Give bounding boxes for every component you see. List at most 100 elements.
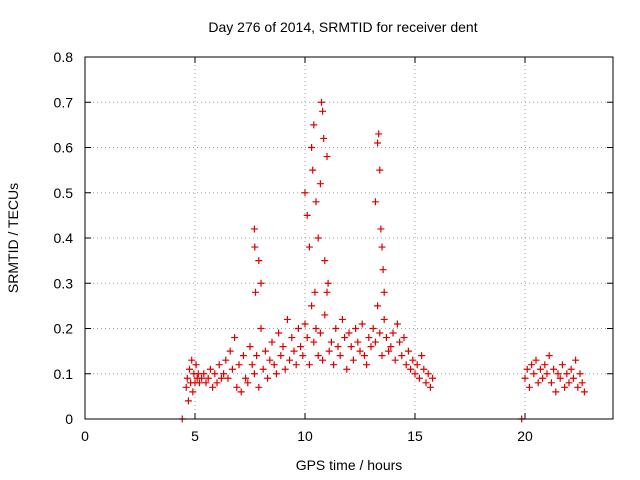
y-tick-label: 0 bbox=[65, 411, 73, 427]
data-point bbox=[250, 370, 258, 378]
y-tick-label: 0.6 bbox=[54, 140, 74, 156]
data-point bbox=[323, 153, 331, 161]
data-point bbox=[192, 361, 200, 369]
data-point bbox=[552, 388, 560, 396]
data-point bbox=[343, 365, 351, 373]
data-point bbox=[251, 243, 259, 251]
data-point bbox=[312, 325, 320, 332]
data-point bbox=[264, 374, 272, 382]
data-point bbox=[567, 365, 575, 373]
data-point bbox=[330, 361, 338, 369]
data-point bbox=[286, 356, 294, 364]
data-point bbox=[374, 302, 382, 310]
data-point bbox=[528, 361, 536, 369]
data-point bbox=[576, 370, 584, 378]
data-point bbox=[308, 302, 316, 310]
data-point bbox=[314, 234, 322, 242]
data-point bbox=[294, 325, 302, 332]
data-point bbox=[217, 374, 225, 382]
data-point bbox=[235, 361, 243, 369]
data-point bbox=[379, 266, 387, 274]
data-point bbox=[310, 121, 318, 129]
data-point bbox=[378, 352, 386, 360]
data-point bbox=[569, 374, 577, 382]
grid bbox=[85, 57, 613, 419]
data-point bbox=[356, 347, 364, 355]
data-point bbox=[182, 383, 190, 391]
data-point bbox=[248, 361, 256, 369]
data-point bbox=[375, 130, 383, 138]
x-tick-label: 20 bbox=[517, 428, 533, 444]
data-point bbox=[281, 365, 289, 373]
data-point bbox=[189, 388, 197, 396]
data-point bbox=[195, 379, 203, 387]
data-point bbox=[534, 379, 542, 387]
data-point bbox=[409, 356, 417, 364]
data-point bbox=[319, 356, 327, 364]
data-point bbox=[266, 356, 274, 364]
data-point bbox=[561, 383, 569, 391]
data-point bbox=[396, 338, 404, 346]
data-point bbox=[228, 365, 236, 373]
data-point bbox=[224, 374, 232, 382]
data-point bbox=[341, 334, 349, 342]
data-point bbox=[292, 361, 300, 369]
data-point bbox=[380, 288, 388, 296]
data-point bbox=[360, 352, 368, 360]
data-point bbox=[345, 329, 353, 337]
data-points bbox=[178, 98, 588, 423]
data-point bbox=[312, 198, 320, 206]
data-point bbox=[374, 139, 382, 147]
data-point bbox=[545, 352, 553, 360]
data-point bbox=[354, 338, 362, 346]
data-point bbox=[244, 379, 252, 387]
data-point bbox=[365, 334, 373, 342]
data-point bbox=[420, 365, 428, 373]
data-point bbox=[290, 347, 298, 355]
data-point bbox=[237, 388, 245, 396]
data-point bbox=[323, 288, 331, 296]
data-point bbox=[424, 370, 432, 378]
x-axis-label: GPS time / hours bbox=[296, 457, 403, 473]
data-point bbox=[574, 383, 582, 391]
data-point bbox=[334, 343, 342, 351]
data-point bbox=[338, 315, 346, 323]
data-point bbox=[316, 180, 324, 188]
data-point bbox=[367, 343, 375, 351]
y-tick-label: 0.4 bbox=[54, 230, 74, 246]
data-point bbox=[411, 370, 419, 378]
data-point bbox=[332, 325, 340, 332]
data-point bbox=[378, 243, 386, 251]
y-tick-label: 0.1 bbox=[54, 366, 74, 382]
data-point bbox=[318, 98, 325, 106]
data-point bbox=[200, 370, 208, 378]
data-point bbox=[255, 257, 263, 265]
data-point bbox=[382, 334, 390, 342]
data-point bbox=[371, 198, 379, 206]
y-tick-label: 0.5 bbox=[54, 185, 74, 201]
data-point bbox=[422, 379, 430, 387]
data-point bbox=[320, 134, 328, 142]
data-point bbox=[324, 279, 332, 287]
data-point bbox=[369, 325, 377, 332]
data-point bbox=[233, 383, 241, 391]
data-point bbox=[377, 225, 385, 233]
data-point bbox=[297, 343, 305, 351]
data-point bbox=[222, 356, 230, 364]
data-point bbox=[321, 257, 329, 265]
data-point bbox=[308, 144, 316, 151]
data-point bbox=[327, 338, 335, 346]
data-point bbox=[288, 334, 296, 342]
data-point bbox=[239, 352, 247, 360]
x-tick-label: 5 bbox=[191, 428, 199, 444]
data-point bbox=[363, 361, 371, 369]
data-point bbox=[352, 325, 360, 332]
data-point bbox=[261, 347, 269, 355]
data-point bbox=[426, 383, 434, 391]
data-point bbox=[303, 211, 311, 219]
data-point bbox=[301, 320, 309, 328]
data-point bbox=[387, 343, 395, 351]
data-point bbox=[389, 329, 397, 337]
y-tick-label: 0.7 bbox=[54, 94, 74, 110]
